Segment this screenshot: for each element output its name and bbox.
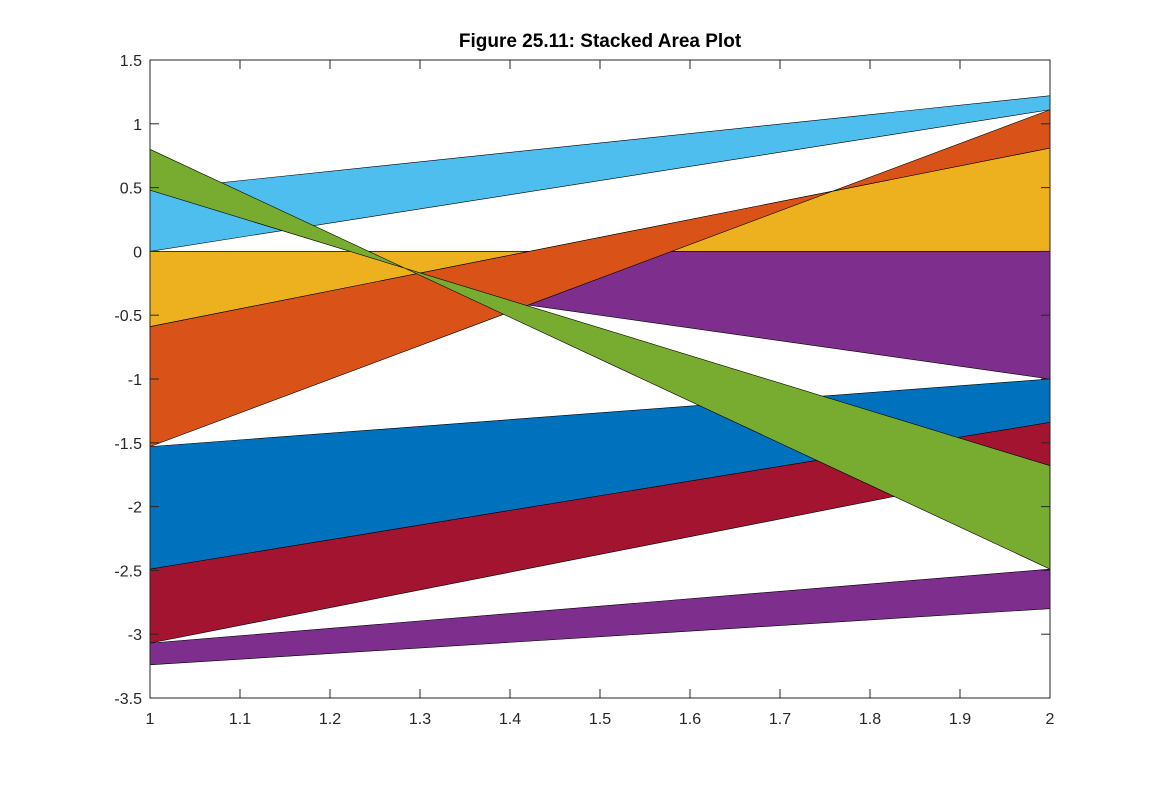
x-tick-label: 1.1 xyxy=(229,711,251,728)
plot-areas xyxy=(149,95,1051,666)
axis-ticks: 1 1.1 1.2 1.3 1.4 1.5 1.6 1.7 1.8 1.9 2 -3.5 -3 -2.5 -… xyxy=(114,53,1054,728)
x-tick-label: 1.5 xyxy=(589,711,611,728)
y-tick-label: -3 xyxy=(128,627,142,644)
x-tick-label: 1.6 xyxy=(679,711,701,728)
chart-title: Figure 25.11: Stacked Area Plot xyxy=(458,31,742,52)
x-tick-label: 1.9 xyxy=(949,711,971,728)
y-tick-label: -1 xyxy=(128,372,142,389)
y-tick-label: 1 xyxy=(133,117,142,134)
x-tick-label: 1.2 xyxy=(319,711,341,728)
y-tick-label: 1.5 xyxy=(120,53,142,70)
y-tick-label: -1.5 xyxy=(114,436,142,453)
x-tick-label: 2 xyxy=(1046,711,1055,728)
y-tick-label: 0.5 xyxy=(120,181,142,198)
y-tick-label: -2.5 xyxy=(114,563,142,580)
y-tick-label: 0 xyxy=(133,244,142,261)
y-tick-label: -3.5 xyxy=(114,691,142,708)
x-tick-label: 1.8 xyxy=(859,711,881,728)
x-tick-label: 1.7 xyxy=(769,711,791,728)
x-tick-label: 1.3 xyxy=(409,711,431,728)
y-tick-label: -0.5 xyxy=(114,308,142,325)
x-tick-label: 1.4 xyxy=(499,711,521,728)
y-tick-label: -2 xyxy=(128,500,142,517)
x-tick-label: 1 xyxy=(146,711,155,728)
